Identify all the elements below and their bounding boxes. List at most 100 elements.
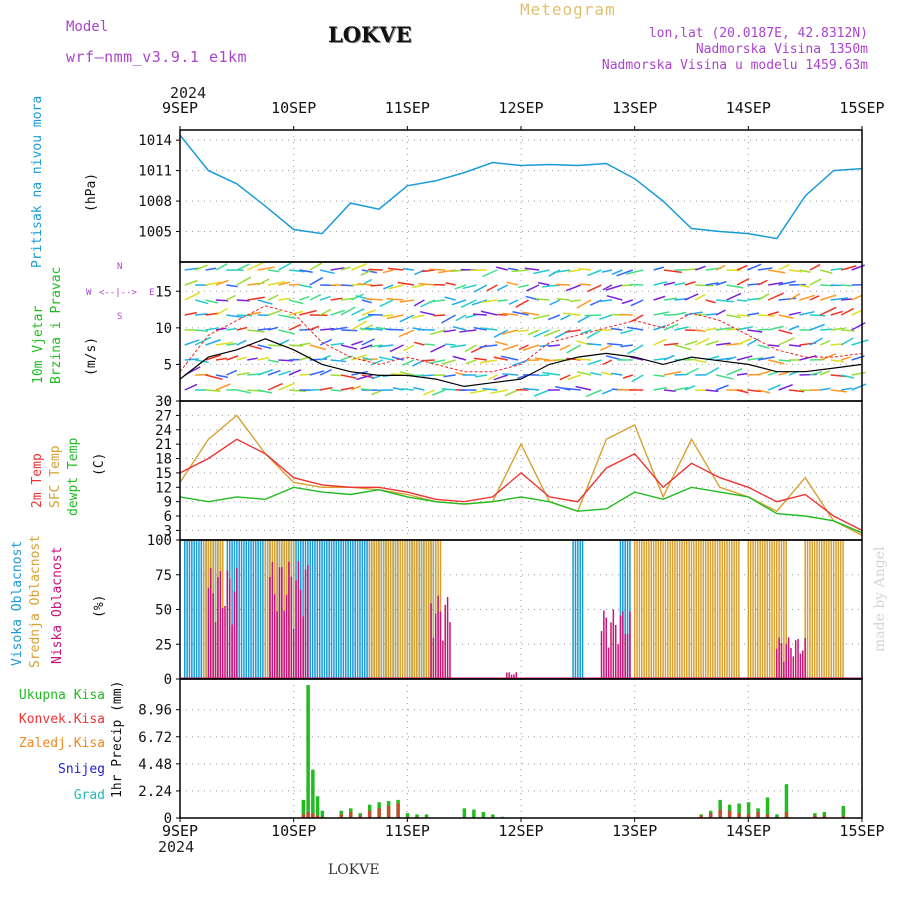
station-title: LOKVE (328, 22, 412, 47)
wind-arrow (653, 281, 668, 286)
wind-arrow (399, 299, 415, 303)
wind-arrow (610, 327, 623, 331)
altitude-label: Nadmorska Visina 1350m (695, 42, 868, 57)
wind-arrow (340, 284, 354, 287)
wind-arrow (450, 344, 467, 348)
wind-arrow (522, 344, 540, 351)
wind-arrow (486, 284, 498, 292)
wind-arrow (480, 299, 498, 304)
wind-arrow (602, 359, 613, 366)
wind-gust-line (179, 305, 863, 373)
wind-arrow (257, 389, 273, 394)
wind-arrow (389, 344, 404, 353)
wind-arrow (364, 327, 383, 331)
wind-arrow (799, 310, 815, 316)
y-tick-label: 5 (164, 357, 172, 373)
x-tick-label-top: 12SEP (498, 99, 543, 117)
wind-arrow (356, 374, 373, 381)
wind-arrow (445, 282, 456, 286)
meteogram-title: Meteogram (520, 0, 616, 19)
wind-arrow (320, 269, 335, 275)
wind-arrow (247, 296, 265, 301)
wind-arrow (340, 297, 355, 301)
x-tick-label-top: 11SEP (385, 99, 430, 117)
wind-arrow (360, 269, 373, 276)
precip-conv-bar (311, 813, 315, 818)
wind-arrow (674, 311, 687, 316)
wind-arrow (840, 356, 851, 361)
wind-arrow (705, 299, 716, 304)
wind-arrow (351, 354, 367, 361)
wind-arrow (533, 329, 550, 338)
wind-arrow (559, 344, 571, 351)
wind-arrow (627, 344, 644, 355)
wind-arrow (205, 327, 220, 331)
x-tick-label-bottom: 13SEP (612, 822, 657, 840)
wind-arrow (340, 374, 357, 379)
wind-arrow (778, 297, 797, 301)
wind-arrow (267, 326, 279, 331)
wind-arrow (840, 265, 857, 271)
wind-arrow (716, 342, 731, 346)
wind-dir-arrow: <--|--> (99, 288, 137, 298)
wind-arrow (851, 309, 863, 316)
wind-arrow (757, 328, 768, 331)
wind-arrow (809, 337, 823, 346)
grid-layer (180, 130, 862, 819)
wind-arrow (215, 383, 231, 391)
wind-arrow (517, 329, 529, 333)
wind-arrow (585, 389, 602, 398)
wind-arrow (630, 299, 644, 307)
wind-arrow (309, 344, 327, 351)
x-tick-label-top: 10SEP (271, 99, 316, 117)
wind-arrow (470, 389, 488, 394)
wind-arrow (695, 313, 706, 316)
wind-arrow (511, 359, 529, 367)
wind-arrow (496, 284, 509, 291)
wind-arrow (403, 344, 415, 352)
panel-frame (179, 678, 863, 819)
wind-arrow (684, 358, 697, 361)
wind-arrow (705, 389, 719, 393)
wind-arrow (257, 327, 271, 331)
wind-arrow (620, 329, 633, 335)
wind-arrow (226, 355, 239, 361)
wind-arrow (851, 371, 866, 376)
wind-arrow (757, 314, 775, 317)
wind-arrow (757, 389, 771, 394)
wind-arrow (584, 314, 602, 317)
wind-arrow (257, 356, 270, 361)
wind-arrow (195, 313, 208, 316)
axis-labels-layer: 1005100810111014051015369121518212427300… (138, 99, 884, 840)
wind-arrow (684, 367, 699, 376)
wind-arrow (246, 262, 264, 271)
wind-arrow (382, 269, 394, 274)
wind-arrow (820, 370, 831, 376)
wind-arrow (851, 339, 869, 346)
precip-conv-bar (746, 814, 751, 818)
wind-arrow (424, 343, 435, 346)
wind-arrow (586, 329, 602, 339)
wind-arrow (361, 299, 372, 304)
wind-arrow (278, 382, 295, 391)
wind-arrow (465, 314, 477, 319)
precip-conv-bar (349, 811, 353, 818)
precip-conv-bar (813, 815, 817, 818)
wind-arrow (422, 374, 435, 377)
wind-arrow (340, 344, 358, 350)
precip-legend-total: Ukupna Kisa (18, 688, 105, 703)
x-tick-label-bottom: 12SEP (498, 822, 543, 840)
wind-arrow (809, 314, 826, 317)
wind-arrow (736, 277, 750, 286)
wind-arrow (563, 387, 581, 391)
y-tick-label: 30 (155, 394, 172, 410)
wind-arrow (267, 310, 281, 316)
wind-arrow (653, 386, 668, 391)
wind-arrow (215, 341, 233, 346)
wind-arrow (451, 299, 467, 306)
wind-arrow (600, 344, 613, 352)
wind-arrow (716, 326, 733, 331)
wind-arrow (278, 281, 291, 286)
wind-arrow (413, 341, 425, 346)
wind-arrow (481, 327, 498, 331)
